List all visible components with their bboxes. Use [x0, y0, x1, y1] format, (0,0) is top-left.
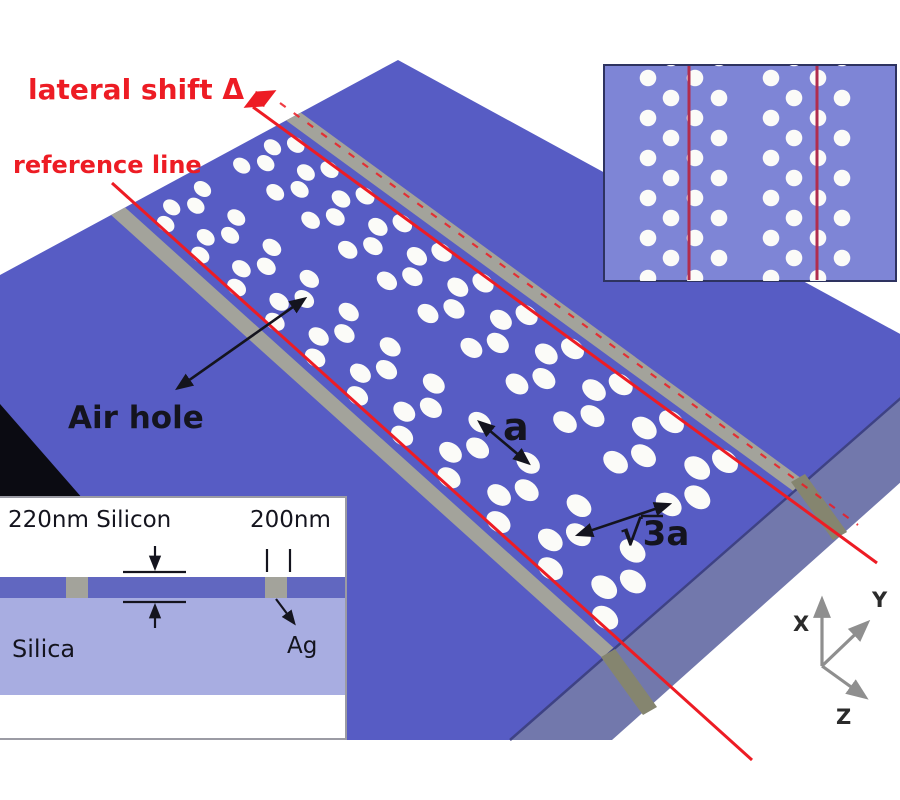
- ag-width-label: 200nm: [250, 507, 331, 533]
- shifted-line-dashed: [279, 102, 859, 526]
- slab-end-face: [0, 404, 83, 499]
- ag-inclusion-left: [66, 577, 88, 598]
- ag-stripe-right: [264, 92, 898, 561]
- y-axis: [820, 619, 871, 668]
- lattice-constant-label: a: [503, 405, 529, 449]
- silica-label: Silica: [12, 635, 75, 663]
- reference-line-label: reference line: [13, 151, 202, 179]
- top-view-inset: [603, 64, 897, 282]
- silicon-thickness-label: 220nm Silicon: [8, 507, 171, 533]
- row-spacing-label: √3a: [620, 514, 689, 554]
- lateral-shift-arrow: [243, 90, 277, 108]
- ag-pointer-arrow: [275, 598, 296, 626]
- ag-label: Ag: [287, 633, 317, 659]
- top-view-inset-bg: [603, 64, 897, 282]
- slab-front-edge: [509, 397, 900, 741]
- y-axis-label: Y: [871, 588, 888, 612]
- x-axis-label: X: [793, 612, 809, 636]
- z-axis-label: Z: [836, 705, 851, 729]
- annotation-arrows: [175, 296, 673, 537]
- ag-stripe-left-side-face: [601, 649, 657, 715]
- reference-line: [110, 181, 754, 762]
- coordinate-axes: X Y Z: [793, 588, 888, 729]
- ag-stripe-right-side-face: [791, 474, 847, 540]
- ag-inclusion-right: [265, 577, 287, 598]
- air-hole-label: Air hole: [68, 400, 204, 436]
- silicon-layer: [0, 577, 345, 598]
- lateral-shift-line: [252, 105, 878, 565]
- lateral-shift-label: lateral shift Δ: [28, 73, 244, 106]
- top-view-hole-lattice: [639, 65, 851, 281]
- cross-section-inset: 220nm Silicon 200nm Ag Silica: [0, 496, 347, 740]
- z-axis: [821, 664, 869, 700]
- red-lines: [110, 90, 878, 762]
